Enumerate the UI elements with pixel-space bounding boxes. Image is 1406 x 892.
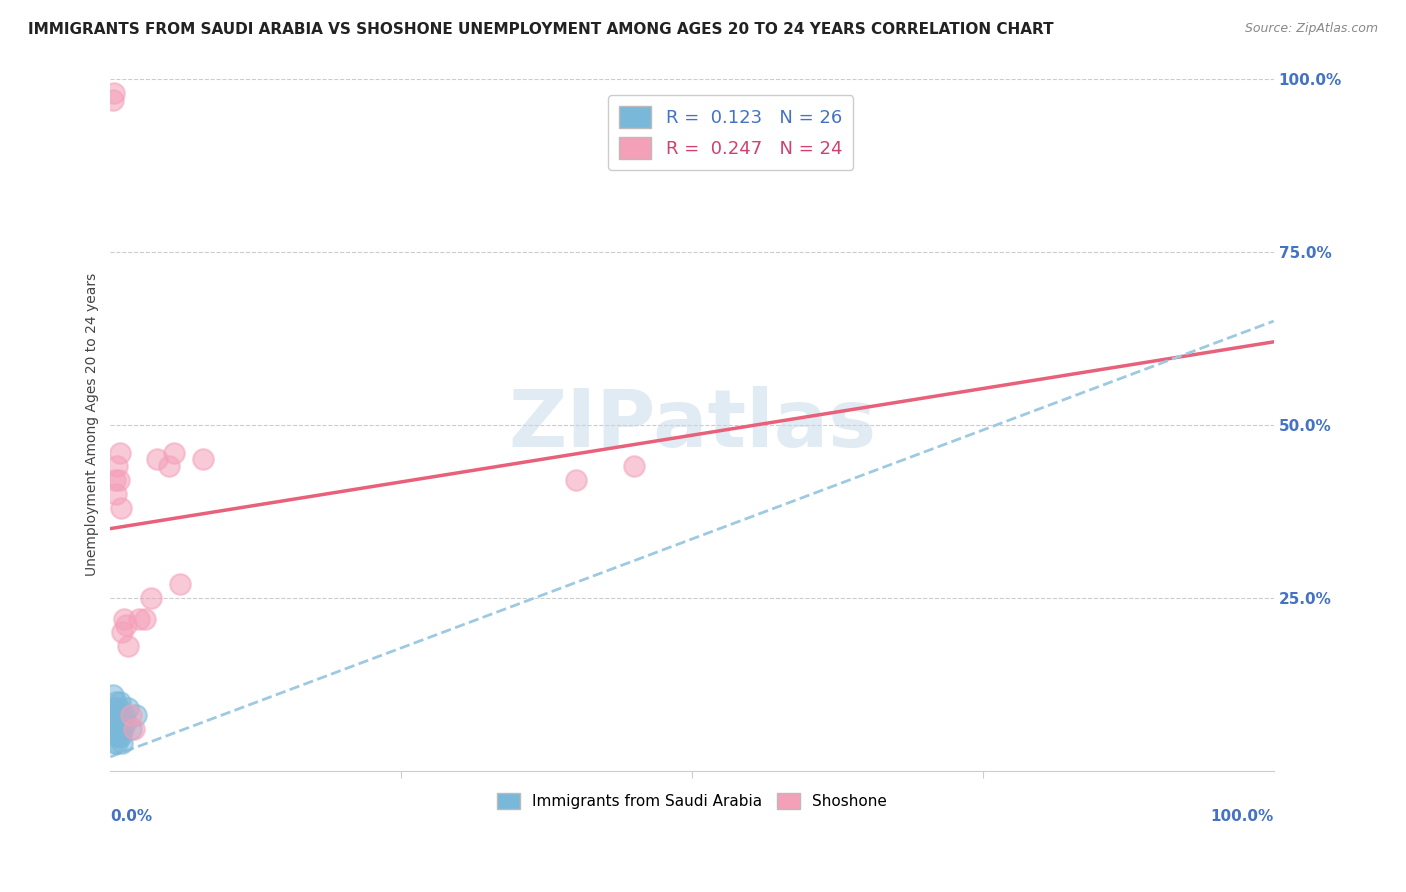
- Point: [120, 722, 142, 736]
- Point: [105, 459, 128, 474]
- Point: [117, 639, 139, 653]
- Text: IMMIGRANTS FROM SAUDI ARABIA VS SHOSHONE UNEMPLOYMENT AMONG AGES 20 TO 24 YEARS : IMMIGRANTS FROM SAUDI ARABIA VS SHOSHONE…: [28, 22, 1053, 37]
- Point: [105, 722, 128, 736]
- Text: ZIPatlas: ZIPatlas: [508, 386, 876, 464]
- Point: [120, 708, 142, 723]
- Point: [169, 577, 191, 591]
- Point: [105, 715, 128, 730]
- Point: [110, 500, 132, 515]
- Point: [103, 715, 125, 730]
- Point: [139, 591, 162, 605]
- Point: [108, 722, 131, 736]
- Point: [103, 736, 125, 750]
- Point: [108, 694, 131, 708]
- Point: [125, 708, 148, 723]
- Point: [104, 729, 127, 743]
- Point: [112, 708, 135, 723]
- Point: [110, 708, 132, 723]
- Point: [564, 473, 586, 487]
- Point: [107, 701, 129, 715]
- Point: [103, 86, 125, 100]
- Legend: Immigrants from Saudi Arabia, Shoshone: Immigrants from Saudi Arabia, Shoshone: [491, 787, 893, 815]
- Point: [163, 445, 186, 459]
- Point: [100, 722, 122, 736]
- Point: [105, 736, 128, 750]
- Point: [105, 487, 128, 501]
- Point: [117, 701, 139, 715]
- Point: [146, 452, 169, 467]
- Text: 0.0%: 0.0%: [111, 809, 152, 823]
- Point: [128, 611, 150, 625]
- Point: [157, 459, 180, 474]
- Text: 100.0%: 100.0%: [1211, 809, 1274, 823]
- Point: [122, 722, 145, 736]
- Point: [111, 625, 134, 640]
- Point: [101, 688, 124, 702]
- Point: [110, 729, 132, 743]
- Point: [105, 694, 128, 708]
- Point: [111, 736, 134, 750]
- Point: [103, 701, 125, 715]
- Text: Source: ZipAtlas.com: Source: ZipAtlas.com: [1244, 22, 1378, 36]
- Point: [134, 611, 156, 625]
- Point: [104, 473, 127, 487]
- Point: [114, 715, 136, 730]
- Point: [112, 611, 135, 625]
- Point: [101, 708, 124, 723]
- Point: [108, 445, 131, 459]
- Point: [623, 459, 645, 474]
- Point: [114, 618, 136, 632]
- Point: [107, 473, 129, 487]
- Point: [101, 93, 124, 107]
- Point: [112, 722, 135, 736]
- Point: [104, 708, 127, 723]
- Point: [111, 715, 134, 730]
- Point: [193, 452, 215, 467]
- Y-axis label: Unemployment Among Ages 20 to 24 years: Unemployment Among Ages 20 to 24 years: [86, 273, 100, 576]
- Point: [107, 729, 129, 743]
